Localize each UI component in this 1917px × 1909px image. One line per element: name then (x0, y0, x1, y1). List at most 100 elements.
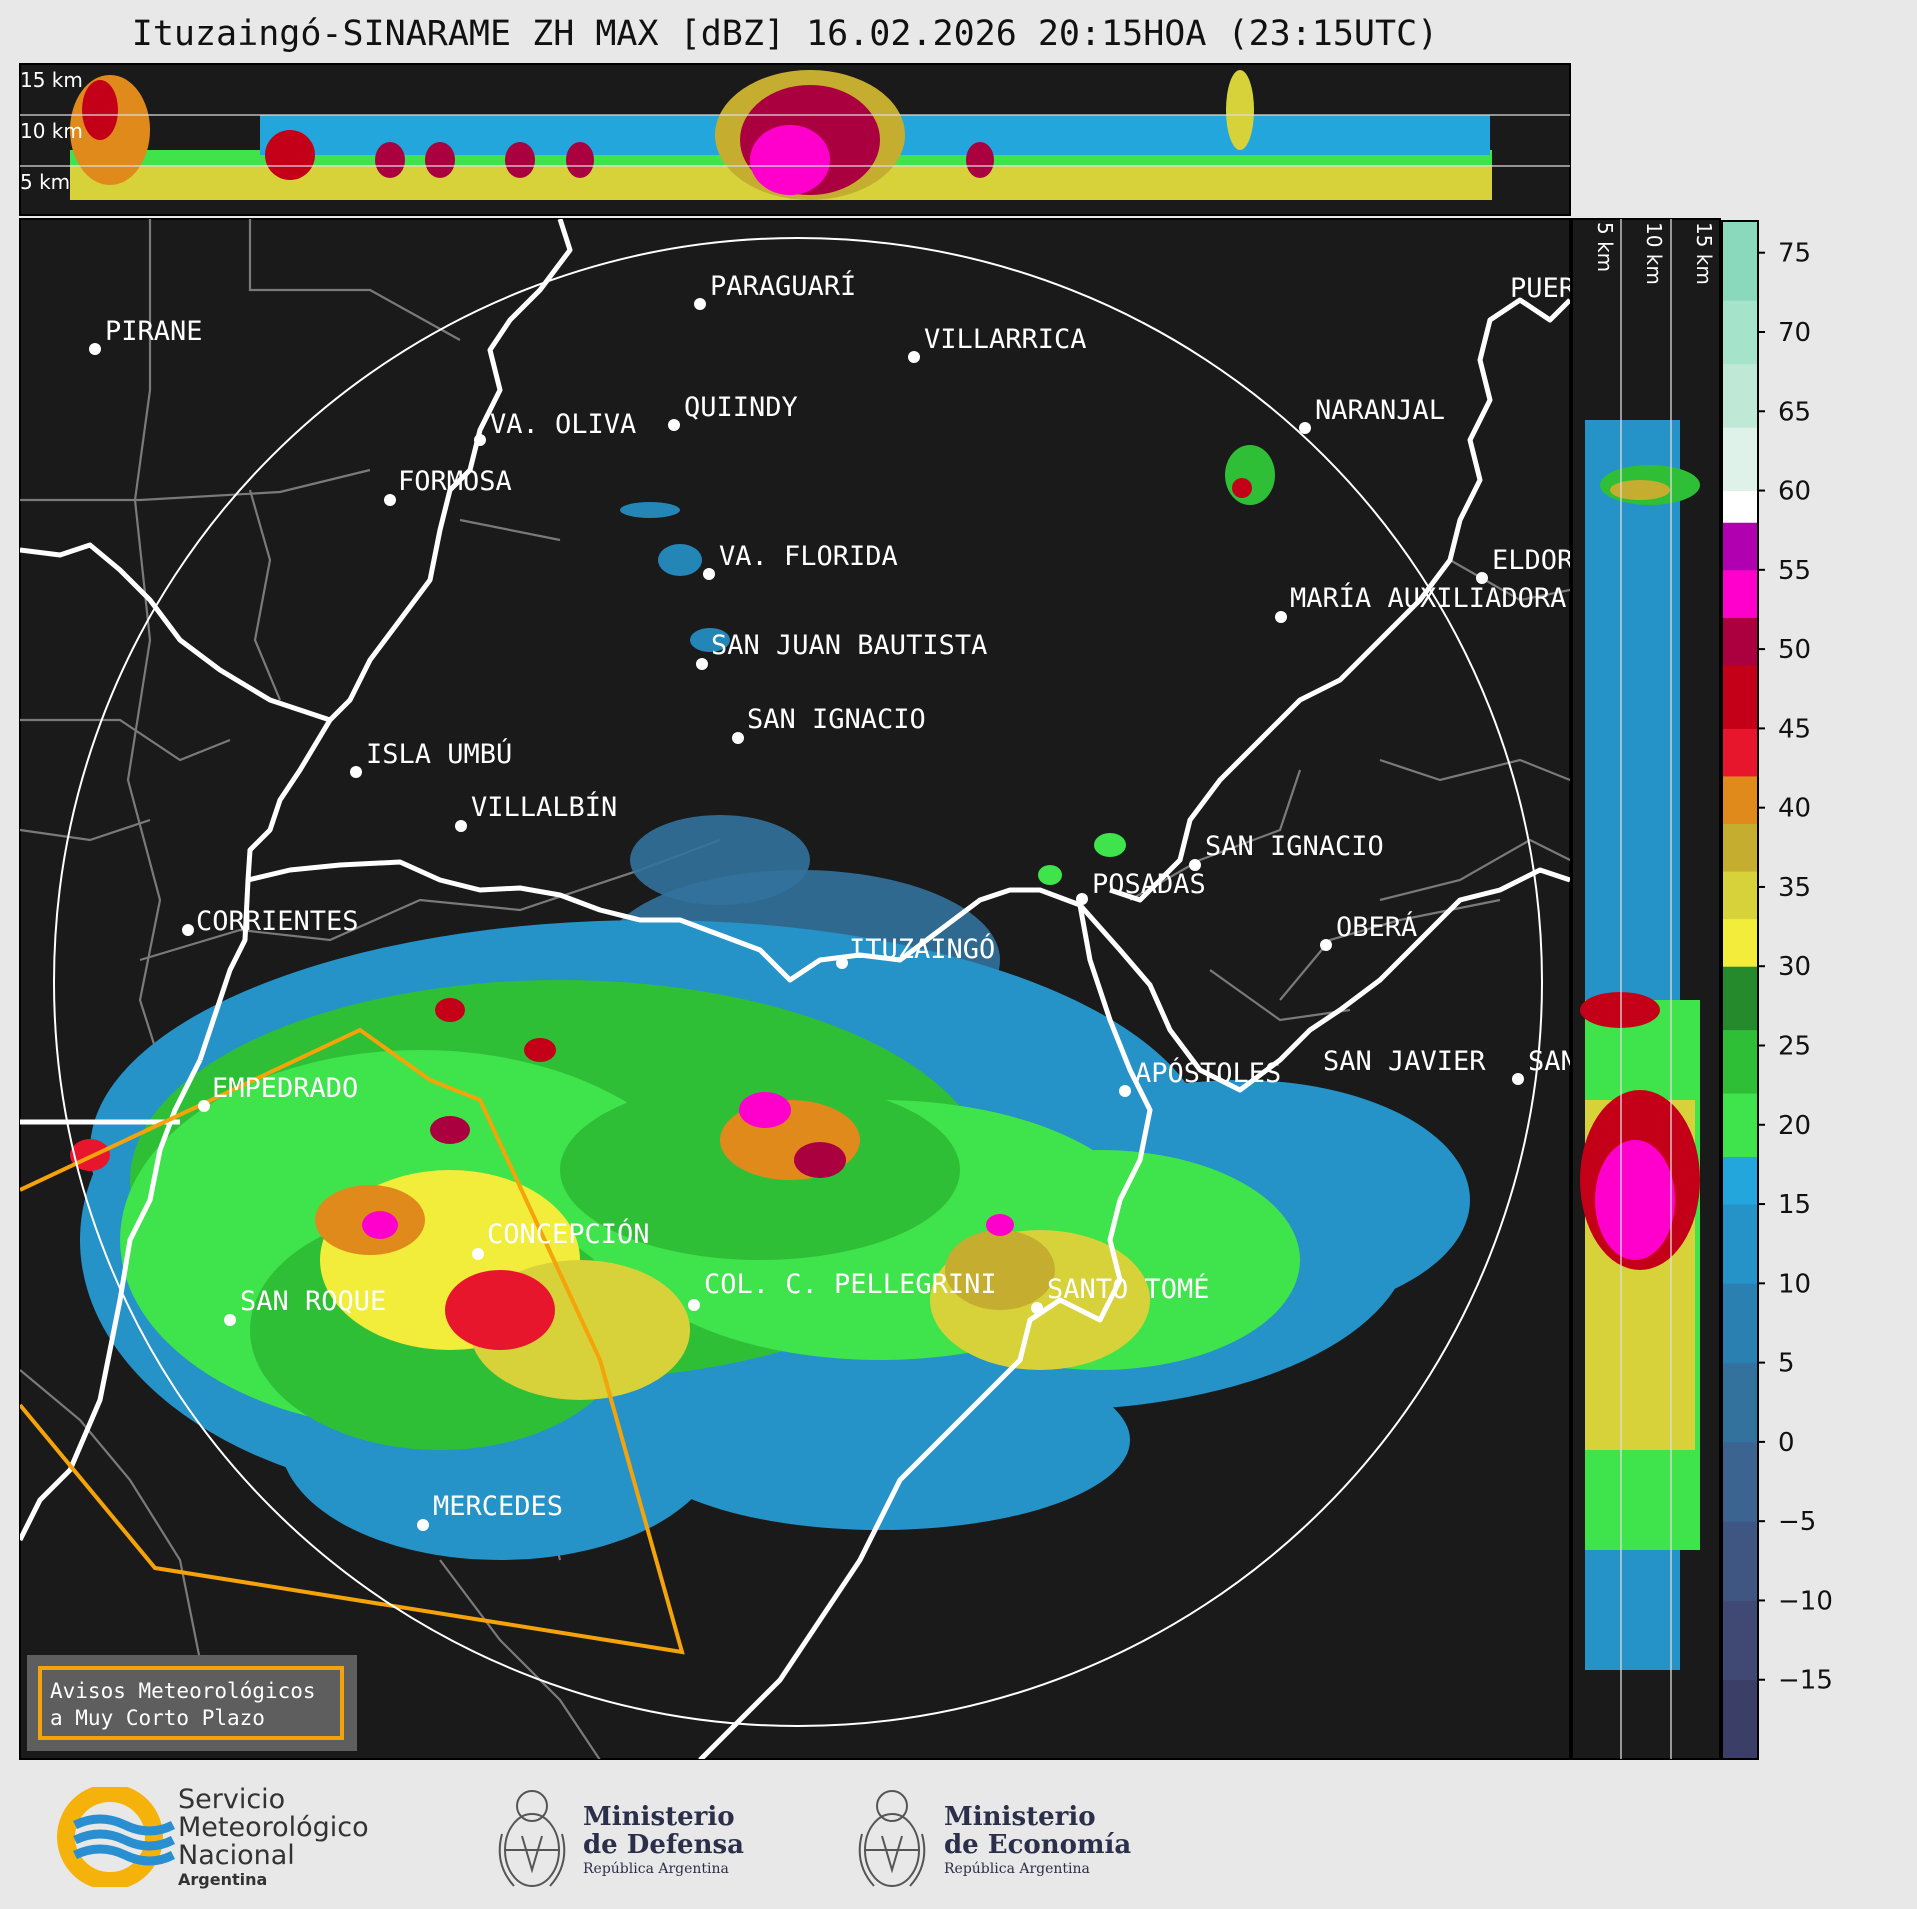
colorbar (1722, 221, 1758, 1760)
colorbar-band (1722, 569, 1758, 618)
place-label: MARÍA AUXILIADORA (1290, 582, 1566, 614)
place-san-roque: SAN ROQUE (224, 1286, 386, 1326)
echo-cell (445, 1270, 555, 1350)
colorbar-tick-label: 75 (1778, 239, 1811, 269)
colorbar-band (1722, 1679, 1758, 1760)
top-panel-label-15km: 15 km (20, 68, 83, 92)
warning-legend: Avisos Meteorológicos a Muy Corto Plazo (27, 1655, 357, 1751)
colorbar-tick-label: 70 (1778, 318, 1811, 348)
colorbar-band (1722, 522, 1758, 571)
place-label: SANTO TOMÉ (1047, 1273, 1210, 1305)
place-mercedes: MERCEDES (417, 1491, 563, 1531)
echo-cell (794, 1142, 846, 1178)
place-eldorado: ELDORADO (1476, 545, 1570, 584)
place-empedrado: EMPEDRADO (198, 1073, 358, 1112)
echo-cell (1580, 992, 1660, 1028)
echo-cell (375, 142, 405, 178)
echo-cell (986, 1214, 1014, 1236)
colorbar-band (1722, 1156, 1758, 1205)
colorbar-tick-label: 65 (1778, 397, 1811, 427)
place-col-c-pellegrini: COL. C. PELLEGRINI (688, 1269, 997, 1311)
economia-line2: de Economía (944, 1830, 1132, 1860)
colorbar-tick-label: 15 (1778, 1190, 1811, 1220)
echo-cell (1610, 480, 1670, 500)
place-obera: OBERÁ (1320, 911, 1417, 951)
place-label: CONCEPCIÓN (487, 1218, 650, 1250)
colorbar-tick-label: −15 (1778, 1666, 1833, 1696)
place-corrientes: CORRIENTES (182, 906, 359, 937)
place-label: SAN ROQUE (240, 1286, 386, 1317)
echo-cell (1094, 833, 1126, 857)
place-apostoles: APÓSTOLES (1119, 1057, 1281, 1097)
place-label: POSADAS (1092, 869, 1206, 900)
echo-cell (1595, 1140, 1675, 1260)
place-va-oliva: VA. OLIVA (474, 409, 636, 446)
colorbar-tick-label: 35 (1778, 873, 1811, 903)
echo-cell (425, 142, 455, 178)
warning-area-polygons (20, 1027, 685, 1655)
colorbar-band (1722, 1362, 1758, 1443)
colorbar-band (1722, 1029, 1758, 1094)
colorbar-band (1722, 1283, 1758, 1364)
colorbar-tick-label: 50 (1778, 635, 1811, 665)
colorbar-band (1722, 221, 1758, 301)
colorbar-band (1722, 871, 1758, 920)
place-label: SAN IGNACIO (747, 704, 926, 735)
colorbar-tick-label: 25 (1778, 1031, 1811, 1061)
place-paraguari: PARAGUARÍ (694, 270, 856, 310)
colorbar-band (1722, 363, 1758, 428)
place-label: CORRIENTES (196, 906, 359, 937)
echo-cell (1232, 478, 1252, 498)
place-label: VA. FLORIDA (719, 541, 898, 572)
place-label: FORMOSA (398, 466, 512, 497)
side-panel-label-5km: 5 km (1593, 222, 1617, 272)
warning-legend-line2: a Muy Corto Plazo (50, 1706, 265, 1730)
smn-name-line3: Nacional (178, 1840, 295, 1871)
colorbar-band (1722, 728, 1758, 777)
place-label: SAN IGNACIO (1205, 831, 1384, 862)
colorbar-band (1722, 1093, 1758, 1157)
place-label: APÓSTOLES (1135, 1057, 1281, 1089)
colorbar-band (1722, 664, 1758, 729)
echo-cell (630, 815, 810, 905)
chart-title: Ituzaingó-SINARAME ZH MAX [dBZ] 16.02.20… (131, 14, 1439, 54)
footer-logos: Servicio Meteorológico Nacional Argentin… (0, 1760, 1917, 1909)
rivers (20, 219, 1570, 1759)
place-label: PUERTO (1510, 273, 1608, 304)
warning-legend-line1: Avisos Meteorológicos (50, 1679, 316, 1703)
place-san-partial: SAN (1512, 1046, 1577, 1085)
radar-reflectivity-echo (70, 445, 1470, 1560)
place-label: OBERÁ (1336, 911, 1417, 943)
colorbar-band (1722, 823, 1758, 872)
economia-line3: República Argentina (944, 1861, 1090, 1877)
defensa-line2: de Defensa (583, 1830, 744, 1860)
echo-cell (362, 1211, 398, 1239)
top-panel-label-5km: 5 km (20, 170, 70, 194)
place-san-javier: SAN JAVIER (1323, 1046, 1486, 1077)
colorbar-tick-label: 60 (1778, 477, 1811, 507)
echo-cell (430, 1116, 470, 1144)
place-label: COL. C. PELLEGRINI (704, 1269, 997, 1300)
defensa-line3: República Argentina (583, 1861, 729, 1877)
colorbar-tick-label: 5 (1778, 1349, 1795, 1379)
smn-name-line2: Meteorológico (178, 1812, 369, 1843)
economia-line1: Ministerio (944, 1802, 1096, 1832)
echo-cell (265, 130, 315, 180)
colorbar-tick-label: 10 (1778, 1269, 1811, 1299)
echo-cell (435, 998, 465, 1022)
smn-name-line1: Servicio (178, 1784, 286, 1815)
colorbar-band (1722, 918, 1758, 967)
colorbar-band (1722, 1600, 1758, 1681)
colorbar-tick-label: 20 (1778, 1111, 1811, 1141)
argentina-coat-of-arms-icon (858, 1790, 926, 1887)
top-panel-label-10km: 10 km (20, 119, 83, 143)
argentina-coat-of-arms-icon (498, 1790, 566, 1887)
place-label: PARAGUARÍ (710, 270, 856, 302)
place-label: SAN (1528, 1046, 1577, 1077)
place-label: SAN JAVIER (1323, 1046, 1486, 1077)
echo-cell (1038, 865, 1062, 885)
colorbar-tick-label: 40 (1778, 794, 1811, 824)
colorbar-band (1722, 1204, 1758, 1284)
place-pirane: PIRANE (89, 316, 203, 355)
